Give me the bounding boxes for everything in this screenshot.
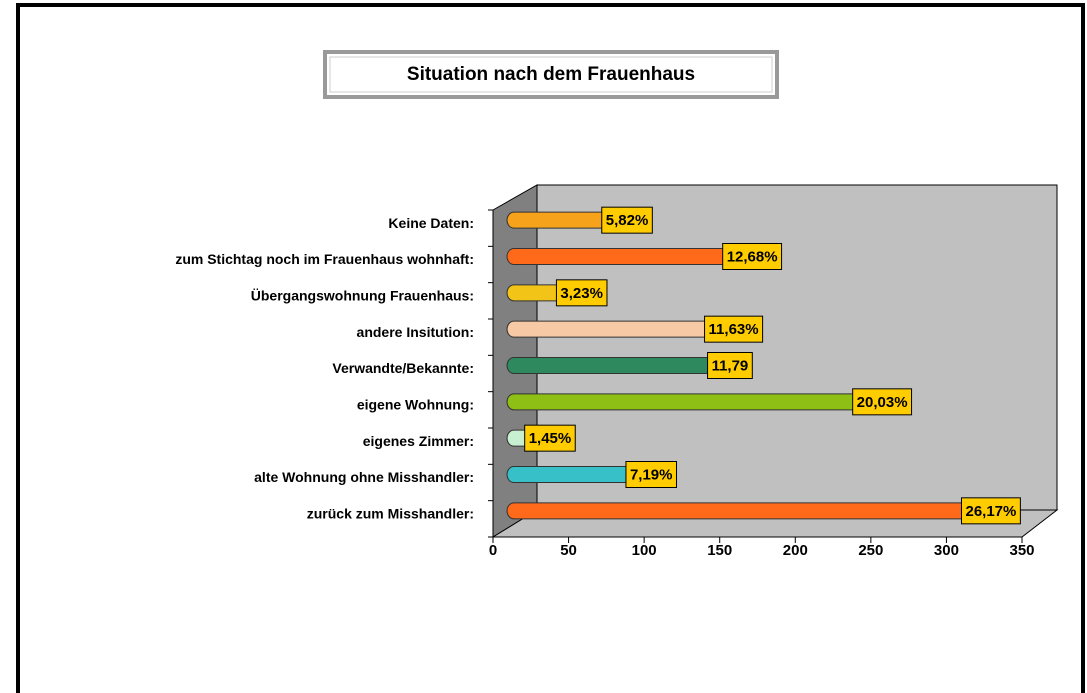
bar <box>506 357 717 374</box>
bar <box>506 211 611 229</box>
value-label-box <box>625 461 678 488</box>
value-label: 26,17% <box>965 503 1016 520</box>
value-label-box <box>704 315 764 343</box>
value-label: 3,23% <box>560 285 603 302</box>
value-label-box <box>555 279 608 307</box>
y-tick-label: andere Insitution: <box>357 324 474 340</box>
bar <box>506 284 565 302</box>
x-tick-label: 300 <box>934 542 959 559</box>
chart-title: Situation nach dem Frauenhaus <box>407 64 695 85</box>
bar <box>506 466 635 483</box>
x-tick-label: 350 <box>1009 542 1034 559</box>
x-tick-label: 150 <box>707 542 732 559</box>
y-tick-label: eigenes Zimmer: <box>363 433 474 449</box>
x-tick-label: 50 <box>560 542 577 559</box>
title-box <box>323 50 779 99</box>
y-tick-label: Übergangswohnung Frauenhaus: <box>251 288 474 304</box>
y-tick-label: Verwandte/Bekannte: <box>332 360 474 376</box>
value-label-box <box>852 388 913 416</box>
bar <box>506 320 714 338</box>
x-tick-label: 250 <box>858 542 883 559</box>
value-label-box <box>601 206 653 234</box>
y-tick-label: Keine Daten: <box>388 215 474 231</box>
title-box-inner <box>329 56 773 93</box>
value-label-box <box>707 352 753 379</box>
y-tick-label: zum Stichtag noch im Frauenhaus wohnhaft… <box>175 251 474 267</box>
value-label: 1,45% <box>529 430 572 447</box>
bar <box>506 248 732 265</box>
value-label: 11,63% <box>709 321 759 338</box>
y-tick-label: alte Wohnung ohne Misshandler: <box>254 469 474 485</box>
bar <box>506 502 970 520</box>
value-label-box <box>524 424 576 452</box>
value-label: 12,68% <box>727 248 778 265</box>
value-label-box <box>960 497 1021 525</box>
value-label-box <box>722 243 783 270</box>
y-tick-label: zurück zum Misshandler: <box>307 506 474 522</box>
value-label: 5,82% <box>606 212 649 229</box>
x-tick-label: 200 <box>783 542 808 559</box>
x-tick-label: 0 <box>489 542 497 559</box>
back-wall <box>536 184 1058 511</box>
x-tick-label: 100 <box>632 542 657 559</box>
bar <box>506 393 862 411</box>
y-tick-label: eigene Wohnung: <box>357 397 474 413</box>
value-label: 11,79 <box>712 357 749 374</box>
value-label: 20,03% <box>857 394 908 411</box>
value-label: 7,19% <box>630 466 673 483</box>
